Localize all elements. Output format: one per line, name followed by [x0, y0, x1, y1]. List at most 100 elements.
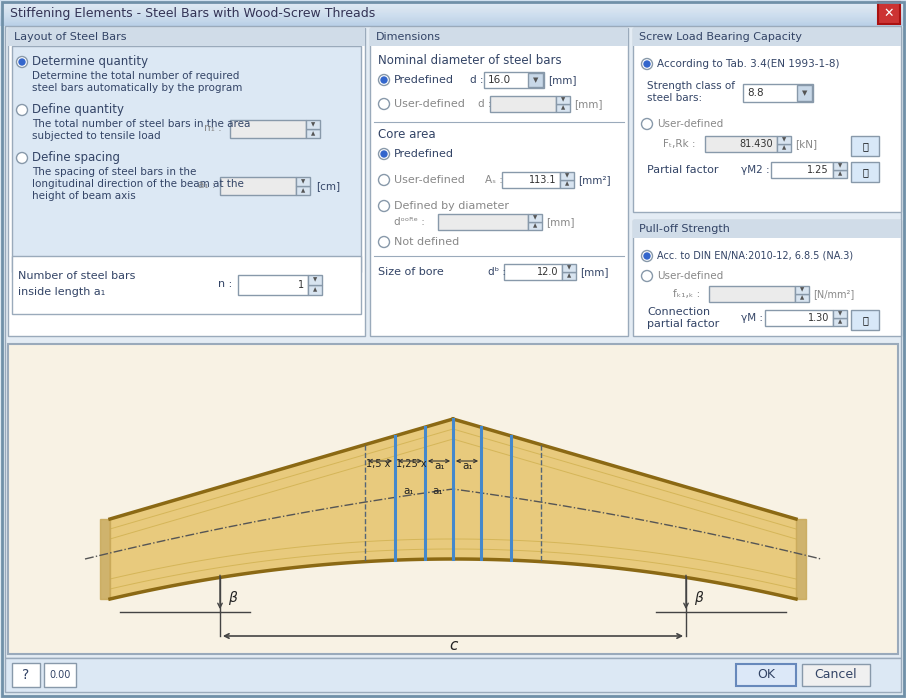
- Bar: [0, 9, 906, 10]
- Text: a₁: a₁: [435, 461, 446, 471]
- FancyBboxPatch shape: [490, 96, 556, 112]
- Text: ▲: ▲: [800, 295, 805, 301]
- Text: 12.0: 12.0: [536, 267, 558, 277]
- Circle shape: [379, 75, 390, 85]
- Text: dᵇ :: dᵇ :: [488, 267, 506, 277]
- Text: ▼: ▼: [782, 138, 786, 142]
- Text: User-defined: User-defined: [657, 119, 723, 129]
- FancyBboxPatch shape: [306, 129, 320, 138]
- Text: The spacing of steel bars in the: The spacing of steel bars in the: [32, 167, 197, 177]
- Text: Predefined: Predefined: [394, 75, 454, 85]
- Bar: [0, 24, 906, 25]
- Bar: [0, 15, 906, 16]
- Text: Pull-off Strength: Pull-off Strength: [639, 224, 730, 234]
- Text: ▼: ▼: [301, 179, 305, 184]
- FancyBboxPatch shape: [8, 344, 898, 654]
- FancyBboxPatch shape: [851, 136, 879, 156]
- Text: subjected to tensile load: subjected to tensile load: [32, 131, 160, 141]
- Text: Nominal diameter of steel bars: Nominal diameter of steel bars: [378, 54, 562, 66]
- Text: ▲: ▲: [561, 105, 565, 110]
- Text: [kN]: [kN]: [795, 139, 817, 149]
- Text: ▼: ▼: [838, 311, 842, 316]
- FancyBboxPatch shape: [709, 286, 795, 302]
- Text: ▲: ▲: [311, 131, 315, 136]
- Text: ▲: ▲: [782, 145, 786, 151]
- FancyBboxPatch shape: [528, 222, 542, 230]
- FancyBboxPatch shape: [633, 220, 901, 238]
- Text: partial factor: partial factor: [647, 319, 719, 329]
- FancyBboxPatch shape: [833, 170, 847, 178]
- FancyBboxPatch shape: [12, 663, 40, 687]
- Text: 0.00: 0.00: [49, 670, 71, 680]
- Polygon shape: [110, 419, 796, 599]
- FancyBboxPatch shape: [8, 28, 365, 336]
- Bar: [0, 6, 906, 7]
- FancyBboxPatch shape: [633, 220, 901, 336]
- Bar: [0, 13, 906, 14]
- FancyBboxPatch shape: [12, 46, 361, 272]
- Text: Layout of Steel Bars: Layout of Steel Bars: [14, 32, 127, 42]
- Bar: [0, 17, 906, 18]
- FancyBboxPatch shape: [795, 294, 809, 302]
- FancyBboxPatch shape: [504, 264, 562, 280]
- Text: a₁: a₁: [463, 461, 473, 471]
- Bar: [0, 8, 906, 9]
- Text: Determine the total number of required: Determine the total number of required: [32, 71, 239, 81]
- Text: The total number of steel bars in the area: The total number of steel bars in the ar…: [32, 119, 250, 129]
- Text: Partial factor: Partial factor: [647, 165, 718, 175]
- Bar: [0, 5, 906, 6]
- Bar: [0, 10, 906, 11]
- FancyBboxPatch shape: [560, 180, 574, 188]
- Circle shape: [379, 174, 390, 186]
- Polygon shape: [796, 519, 806, 599]
- Text: Defined by diameter: Defined by diameter: [394, 201, 509, 211]
- Text: β: β: [694, 591, 703, 605]
- Text: ▲: ▲: [838, 320, 842, 325]
- FancyBboxPatch shape: [12, 256, 361, 314]
- Text: steel bars:: steel bars:: [647, 93, 702, 103]
- Text: Strength class of: Strength class of: [647, 81, 735, 91]
- Bar: [0, 18, 906, 19]
- Text: 113.1: 113.1: [528, 175, 556, 185]
- Text: ▼: ▼: [313, 278, 317, 283]
- Text: Screw Load Bearing Capacity: Screw Load Bearing Capacity: [639, 32, 802, 42]
- FancyBboxPatch shape: [296, 186, 310, 195]
- Text: [mm²]: [mm²]: [578, 175, 611, 185]
- Circle shape: [19, 59, 25, 65]
- FancyBboxPatch shape: [370, 28, 628, 336]
- Text: d :: d :: [478, 99, 491, 109]
- Text: n :: n :: [218, 279, 232, 289]
- Circle shape: [641, 59, 652, 70]
- Text: a₁: a₁: [404, 486, 414, 496]
- Bar: [0, 1, 906, 2]
- Circle shape: [379, 98, 390, 110]
- Circle shape: [381, 77, 387, 83]
- FancyBboxPatch shape: [502, 172, 560, 188]
- Text: d :: d :: [470, 75, 484, 85]
- FancyBboxPatch shape: [370, 28, 628, 46]
- FancyBboxPatch shape: [851, 162, 879, 182]
- FancyBboxPatch shape: [238, 275, 308, 295]
- Text: 1,25 x: 1,25 x: [396, 459, 427, 469]
- Text: 81.430: 81.430: [739, 139, 773, 149]
- FancyBboxPatch shape: [556, 96, 570, 104]
- FancyBboxPatch shape: [556, 104, 570, 112]
- Circle shape: [641, 271, 652, 281]
- Text: ▼: ▼: [564, 174, 569, 179]
- Text: ?: ?: [23, 668, 30, 682]
- Text: ▲: ▲: [533, 223, 537, 228]
- FancyBboxPatch shape: [795, 286, 809, 294]
- Text: 1.25: 1.25: [807, 165, 829, 175]
- FancyBboxPatch shape: [633, 28, 901, 46]
- Text: ▲: ▲: [301, 188, 305, 193]
- Text: Acc. to DIN EN/NA:2010-12, 6.8.5 (NA.3): Acc. to DIN EN/NA:2010-12, 6.8.5 (NA.3): [657, 251, 853, 261]
- Text: [N/mm²]: [N/mm²]: [813, 289, 854, 299]
- FancyBboxPatch shape: [44, 663, 76, 687]
- Text: 1: 1: [298, 280, 304, 290]
- FancyBboxPatch shape: [777, 136, 791, 144]
- Circle shape: [381, 151, 387, 157]
- Text: Connection: Connection: [647, 307, 710, 317]
- Bar: [0, 2, 906, 3]
- Bar: [0, 19, 906, 20]
- Text: inside length a₁: inside length a₁: [18, 287, 105, 297]
